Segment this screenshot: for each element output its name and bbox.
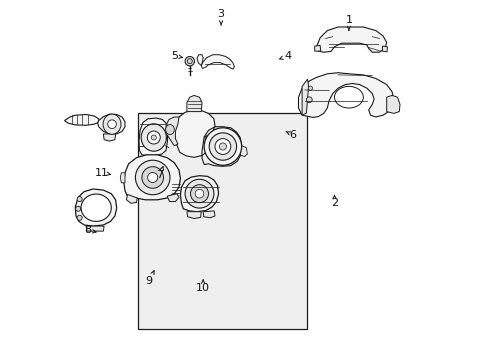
Ellipse shape <box>165 125 174 135</box>
Ellipse shape <box>142 167 163 188</box>
Ellipse shape <box>77 215 82 220</box>
Text: 5: 5 <box>170 51 178 61</box>
Bar <box>138 113 307 329</box>
Text: 11: 11 <box>95 168 109 178</box>
Ellipse shape <box>306 97 311 103</box>
Polygon shape <box>386 95 399 113</box>
Polygon shape <box>98 114 125 134</box>
Ellipse shape <box>204 128 241 165</box>
Text: 1: 1 <box>345 15 352 25</box>
Polygon shape <box>382 46 386 52</box>
Polygon shape <box>167 194 179 202</box>
Polygon shape <box>203 211 215 218</box>
Polygon shape <box>197 55 203 66</box>
Ellipse shape <box>185 57 194 66</box>
Polygon shape <box>126 194 137 203</box>
Ellipse shape <box>334 86 363 108</box>
Polygon shape <box>314 45 320 51</box>
Polygon shape <box>120 173 125 183</box>
Ellipse shape <box>209 133 236 160</box>
Polygon shape <box>123 155 180 200</box>
Ellipse shape <box>103 114 121 134</box>
Text: 6: 6 <box>289 130 296 140</box>
Ellipse shape <box>141 124 166 151</box>
Ellipse shape <box>219 143 226 150</box>
Polygon shape <box>75 189 117 226</box>
Polygon shape <box>180 176 218 212</box>
Ellipse shape <box>147 172 158 183</box>
Text: 10: 10 <box>196 283 210 293</box>
Ellipse shape <box>190 185 208 203</box>
Polygon shape <box>174 110 215 157</box>
Polygon shape <box>139 118 167 156</box>
Polygon shape <box>86 226 104 231</box>
Text: 9: 9 <box>145 276 152 286</box>
Text: 2: 2 <box>330 198 337 208</box>
Polygon shape <box>166 117 179 146</box>
Ellipse shape <box>147 131 160 144</box>
Ellipse shape <box>151 135 156 140</box>
Polygon shape <box>298 73 393 117</box>
Ellipse shape <box>215 139 230 154</box>
Polygon shape <box>103 134 115 141</box>
Ellipse shape <box>81 194 111 221</box>
Ellipse shape <box>107 120 116 129</box>
Text: 8: 8 <box>84 225 91 235</box>
Polygon shape <box>316 27 386 52</box>
Polygon shape <box>64 114 99 125</box>
Ellipse shape <box>77 197 82 202</box>
Ellipse shape <box>185 179 213 208</box>
Polygon shape <box>240 146 247 157</box>
Polygon shape <box>302 79 308 115</box>
Ellipse shape <box>187 59 192 64</box>
Text: 3: 3 <box>217 9 224 19</box>
Text: 4: 4 <box>284 51 291 61</box>
Ellipse shape <box>307 86 312 90</box>
Polygon shape <box>201 55 234 69</box>
Ellipse shape <box>76 206 81 211</box>
Polygon shape <box>186 212 201 219</box>
Ellipse shape <box>195 189 203 198</box>
Text: 7: 7 <box>156 170 163 180</box>
Polygon shape <box>186 95 202 112</box>
Ellipse shape <box>135 160 170 195</box>
Polygon shape <box>143 156 156 163</box>
